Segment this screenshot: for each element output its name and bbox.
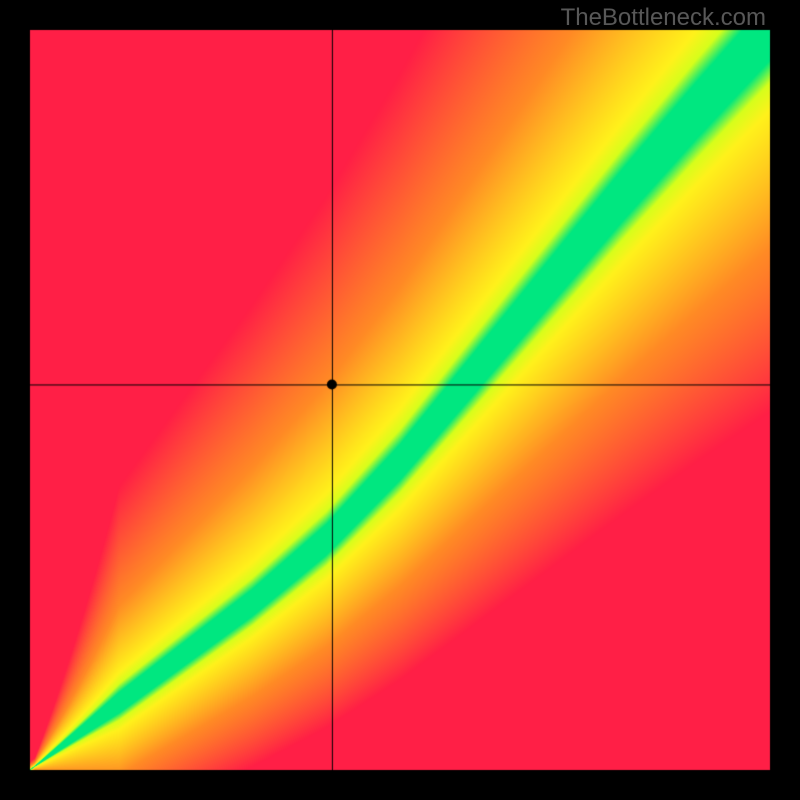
- heatmap-chart: [0, 0, 800, 800]
- watermark-label: TheBottleneck.com: [561, 4, 766, 32]
